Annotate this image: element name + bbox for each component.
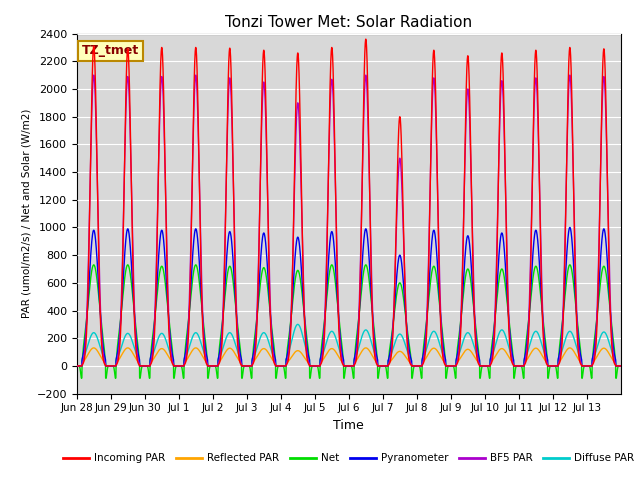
Y-axis label: PAR (umol/m2/s) / Net and Solar (W/m2): PAR (umol/m2/s) / Net and Solar (W/m2) — [21, 109, 31, 318]
Text: TZ_tmet: TZ_tmet — [82, 44, 140, 58]
Title: Tonzi Tower Met: Solar Radiation: Tonzi Tower Met: Solar Radiation — [225, 15, 472, 30]
X-axis label: Time: Time — [333, 419, 364, 432]
Legend: Incoming PAR, Reflected PAR, Net, Pyranometer, BF5 PAR, Diffuse PAR: Incoming PAR, Reflected PAR, Net, Pyrano… — [59, 449, 639, 468]
